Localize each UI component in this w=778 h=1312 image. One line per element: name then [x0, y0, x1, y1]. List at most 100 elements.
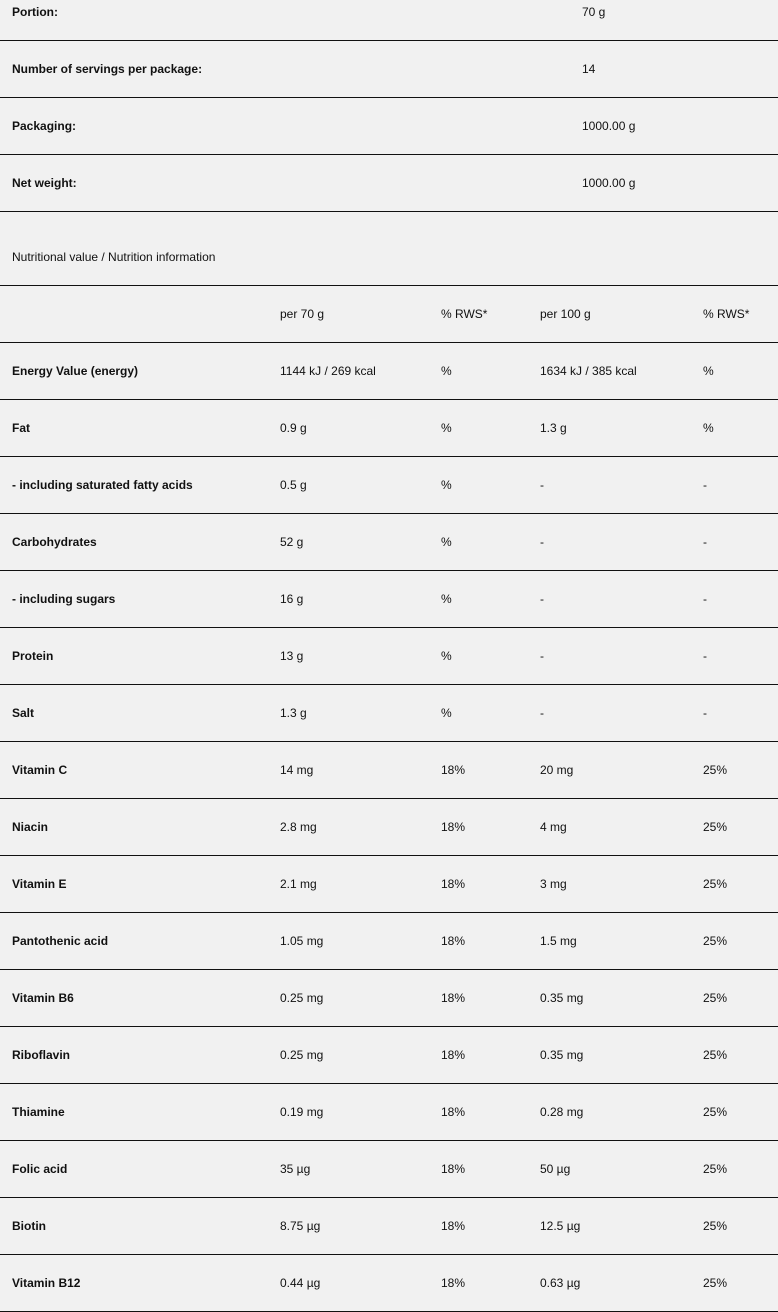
per-70g-rws: 18%: [441, 763, 466, 777]
per-70g-rws: 18%: [441, 820, 466, 834]
info-label: Number of servings per package:: [12, 62, 203, 76]
info-value: 1000.00 g: [582, 119, 636, 133]
nutrition-row: - including saturated fatty acids 0.5 g% -…: [0, 457, 778, 514]
per-70g-value: 0.25 mg: [280, 991, 324, 1005]
nutrition-row: Vitamin C 14 mg 18% 20 mg 25%: [0, 742, 778, 799]
per-70g-rws: %: [441, 592, 452, 606]
per-70g-value: 16 g: [280, 592, 304, 606]
nutrition-row: Protein 13 g% - -: [0, 628, 778, 685]
info-label: Net weight:: [12, 176, 77, 190]
per-100g-value: -: [540, 649, 544, 663]
per-100g-value: 12.5 µg: [540, 1219, 581, 1233]
per-70g-rws: 18%: [441, 877, 466, 891]
header-per-100g: per 100 g: [540, 307, 591, 321]
per-100g-rws: -: [703, 535, 707, 549]
info-value: 1000.00 g: [582, 176, 636, 190]
per-100g-rws: 25%: [703, 1048, 728, 1062]
nutrient-name: - including saturated fatty acids: [12, 478, 193, 492]
per-100g-rws: -: [703, 706, 707, 720]
nutrition-row: Vitamin B12 0.44 µg 18% 0.63 µg 25%: [0, 1255, 778, 1312]
per-70g-value: 2.1 mg: [280, 877, 317, 891]
per-70g-rws: %: [441, 421, 452, 435]
per-100g-rws: 25%: [703, 1219, 728, 1233]
header-rws-1: % RWS*: [441, 307, 488, 321]
per-100g-value: 3 mg: [540, 877, 567, 891]
per-100g-rws: 25%: [703, 934, 728, 948]
per-70g-rws: 18%: [441, 1219, 466, 1233]
per-100g-value: 1.3 g: [540, 421, 567, 435]
nutrition-table: per 70 g % RWS* per 100 g % RWS* Energy …: [0, 286, 778, 1312]
per-70g-value: 0.44 µg: [280, 1276, 321, 1290]
per-100g-rws: 25%: [703, 820, 728, 834]
nutrient-name: Biotin: [12, 1219, 46, 1233]
per-70g-value: 1.3 g: [280, 706, 307, 720]
nutrient-name: Vitamin B6: [12, 991, 74, 1005]
nutrient-name: Vitamin C: [12, 763, 68, 777]
per-100g-rws: 25%: [703, 763, 728, 777]
per-70g-rws: 18%: [441, 1048, 466, 1062]
per-70g-rws: %: [441, 478, 452, 492]
nutrient-name: Salt: [12, 706, 35, 720]
info-row: Number of servings per package: 14: [0, 41, 778, 98]
per-70g-value: 35 µg: [280, 1162, 311, 1176]
nutrient-name: - including sugars: [12, 592, 116, 606]
nutrition-row: Pantothenic acid 1.05 mg 18% 1.5 mg 25%: [0, 913, 778, 970]
nutrition-row: Niacin 2.8 mg 18% 4 mg 25%: [0, 799, 778, 856]
per-70g-value: 1144 kJ / 269 kcal: [280, 364, 376, 378]
nutrition-row: Salt 1.3 g% - -: [0, 685, 778, 742]
nutrition-title: Nutritional value / Nutrition informatio…: [12, 250, 216, 264]
per-100g-value: 20 mg: [540, 763, 574, 777]
nutrient-name: Vitamin B12: [12, 1276, 81, 1290]
per-70g-rws: %: [441, 649, 452, 663]
per-70g-value: 52 g: [280, 535, 304, 549]
nutrition-row: Fat 0.9 g% 1.3 g%: [0, 400, 778, 457]
per-70g-rws: %: [441, 706, 452, 720]
per-70g-value: 1.05 mg: [280, 934, 324, 948]
nutrition-row: Biotin 8.75 µg 18% 12.5 µg 25%: [0, 1198, 778, 1255]
nutrition-row: - including sugars 16 g% - -: [0, 571, 778, 628]
per-100g-value: -: [540, 592, 544, 606]
per-100g-value: 50 µg: [540, 1162, 571, 1176]
nutrition-row: Folic acid 35 µg 18% 50 µg 25%: [0, 1141, 778, 1198]
product-info-table: Portion: 70 g Number of servings per packa…: [0, 0, 778, 212]
per-70g-rws: 18%: [441, 1276, 466, 1290]
nutrient-name: Riboflavin: [12, 1048, 71, 1062]
header-per-70g: per 70 g: [280, 307, 325, 321]
per-70g-value: 0.25 mg: [280, 1048, 324, 1062]
per-100g-value: -: [540, 535, 544, 549]
nutrition-row: Vitamin E 2.1 mg 18% 3 mg 25%: [0, 856, 778, 913]
per-100g-value: 0.63 µg: [540, 1276, 581, 1290]
per-70g-rws: 18%: [441, 934, 466, 948]
per-100g-rws: 25%: [703, 1105, 728, 1119]
per-70g-value: 8.75 µg: [280, 1219, 321, 1233]
per-70g-value: 13 g: [280, 649, 304, 663]
per-100g-value: 1634 kJ / 385 kcal: [540, 364, 637, 378]
per-70g-rws: %: [441, 364, 452, 378]
info-row: Net weight: 1000.00 g: [0, 155, 778, 212]
nutrition-row: Riboflavin 0.25 mg 18% 0.35 mg 25%: [0, 1027, 778, 1084]
nutrition-section-header: Nutritional value / Nutrition informatio…: [0, 212, 778, 286]
nutrition-row: Energy Value (energy) 1144 kJ / 269 kcal%…: [0, 343, 778, 400]
nutrition-header-row: per 70 g % RWS* per 100 g % RWS*: [0, 286, 778, 343]
per-100g-value: 0.35 mg: [540, 991, 584, 1005]
per-70g-rws: %: [441, 535, 452, 549]
per-70g-rws: 18%: [441, 1162, 466, 1176]
info-row: Portion: 70 g: [0, 0, 778, 41]
info-label: Portion:: [12, 5, 58, 19]
nutrient-name: Pantothenic acid: [12, 934, 109, 948]
nutrient-name: Energy Value (energy): [12, 364, 139, 378]
per-100g-rws: %: [703, 421, 714, 435]
per-70g-value: 2.8 mg: [280, 820, 317, 834]
nutrition-row: Carbohydrates 52 g% - -: [0, 514, 778, 571]
per-70g-value: 14 mg: [280, 763, 314, 777]
nutrient-name: Fat: [12, 421, 30, 435]
nutrient-name: Vitamin E: [12, 877, 67, 891]
per-70g-rws: 18%: [441, 991, 466, 1005]
per-100g-rws: 25%: [703, 877, 728, 891]
info-value: 14: [582, 62, 596, 76]
nutrient-name: Carbohydrates: [12, 535, 97, 549]
per-70g-value: 0.9 g: [280, 421, 307, 435]
per-100g-rws: -: [703, 478, 707, 492]
per-100g-rws: 25%: [703, 1276, 728, 1290]
info-value: 70 g: [582, 5, 606, 19]
